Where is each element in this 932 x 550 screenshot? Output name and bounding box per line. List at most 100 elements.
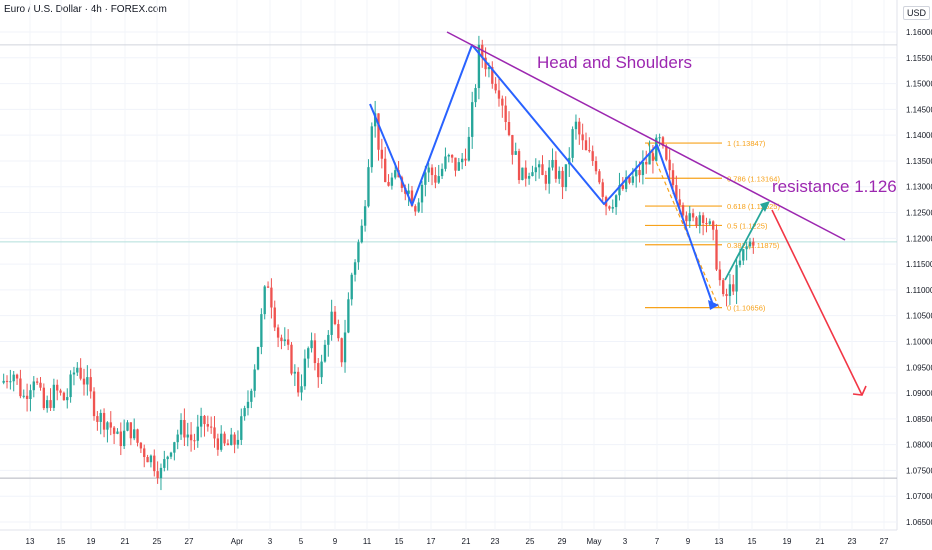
candle-body — [635, 169, 638, 177]
candle-body — [5, 380, 9, 382]
candle-body — [618, 185, 621, 196]
y-tick-label: 1.07000 — [906, 492, 932, 501]
candle-body — [628, 177, 631, 183]
x-tick-label: 25 — [526, 537, 535, 546]
x-tick-label: 27 — [880, 537, 889, 546]
candle-body — [384, 158, 387, 183]
candle-body — [698, 215, 701, 226]
candle-body — [179, 420, 183, 435]
candle-body — [614, 195, 618, 208]
x-tick-label: 29 — [558, 537, 567, 546]
candle-body — [32, 381, 35, 391]
candle-body — [457, 162, 460, 171]
candle-body — [256, 347, 260, 370]
candle-body — [213, 427, 216, 439]
candle-body — [410, 190, 414, 207]
candle-body — [725, 294, 728, 297]
candle-body — [119, 431, 122, 447]
candle-body — [548, 167, 551, 184]
candle-body — [685, 215, 688, 222]
candle-body — [313, 340, 317, 364]
candle-body — [648, 153, 651, 165]
candle-body — [139, 442, 143, 449]
candle-body — [102, 412, 106, 430]
candle-body — [133, 429, 136, 439]
candle-body — [491, 67, 494, 84]
candle-body — [39, 382, 42, 388]
candle-body — [675, 185, 678, 200]
candle-body — [330, 311, 333, 335]
candle-body — [705, 223, 708, 225]
candle-body — [534, 167, 537, 173]
bearish-projection-line — [771, 209, 863, 396]
candle-body — [293, 371, 297, 374]
resistance-annotation: resistance 1.126 — [772, 177, 897, 196]
x-tick-label: 15 — [57, 537, 66, 546]
y-tick-label: 1.09000 — [906, 389, 932, 398]
candle-body — [86, 377, 89, 385]
candle-body — [223, 433, 226, 444]
descending-trendline — [446, 31, 846, 241]
candle-body — [711, 221, 715, 230]
candle-body — [571, 129, 574, 158]
candle-body — [631, 176, 635, 183]
y-tick-label: 1.07500 — [906, 466, 932, 475]
candle-body — [658, 137, 661, 139]
candle-body — [380, 149, 384, 159]
candle-body — [317, 363, 320, 378]
candle-body — [126, 422, 129, 431]
candle-body — [454, 157, 457, 171]
candle-body — [521, 167, 524, 181]
x-tick-label: 5 — [299, 537, 304, 546]
candle-body — [584, 140, 588, 151]
candle-body — [286, 339, 290, 345]
candle-body — [722, 280, 725, 295]
candle-body — [156, 471, 159, 479]
candle-body — [484, 57, 487, 70]
candle-body — [243, 408, 246, 417]
pattern-zigzag-line — [369, 44, 714, 306]
candle-body — [531, 172, 534, 177]
candle-body — [434, 175, 437, 183]
candle-body — [143, 448, 146, 458]
candle-body — [327, 334, 330, 345]
x-tick-label: 27 — [185, 537, 194, 546]
candle-body — [15, 374, 19, 379]
fib-level-label: 0.5 (1.1225) — [727, 221, 768, 230]
x-tick-label: 25 — [153, 537, 162, 546]
candle-body — [99, 412, 102, 422]
candle-body — [25, 395, 29, 399]
candle-body — [363, 206, 367, 226]
candle-body — [701, 215, 705, 224]
candle-body — [414, 206, 417, 212]
candle-body — [52, 384, 56, 408]
candle-body — [176, 434, 179, 443]
candle-body — [122, 430, 126, 447]
candle-body — [695, 217, 698, 226]
candle-body — [337, 324, 340, 339]
candle-body — [424, 172, 427, 185]
candle-body — [390, 177, 394, 186]
y-tick-label: 1.16000 — [906, 28, 932, 37]
candle-body — [681, 205, 685, 216]
y-tick-label: 1.13000 — [906, 183, 932, 192]
fib-diagonal — [647, 142, 720, 308]
y-tick-label: 1.13500 — [906, 157, 932, 166]
candle-body — [752, 241, 755, 246]
candle-body — [507, 122, 511, 136]
candle-body — [310, 340, 313, 349]
y-tick-label: 1.06500 — [906, 518, 932, 527]
candle-body — [2, 380, 5, 383]
chart-title: Euro / U.S. Dollar · 4h · FOREX.com — [4, 4, 167, 15]
candle-body — [206, 424, 209, 427]
x-tick-label: 21 — [462, 537, 471, 546]
x-tick-label: 19 — [783, 537, 792, 546]
candle-body — [66, 397, 69, 401]
currency-button[interactable]: USD — [903, 6, 931, 20]
candle-body — [220, 433, 223, 450]
candle-body — [718, 269, 722, 281]
candle-body — [537, 164, 541, 168]
candle-body — [645, 162, 648, 165]
y-tick-label: 1.15000 — [906, 80, 932, 89]
